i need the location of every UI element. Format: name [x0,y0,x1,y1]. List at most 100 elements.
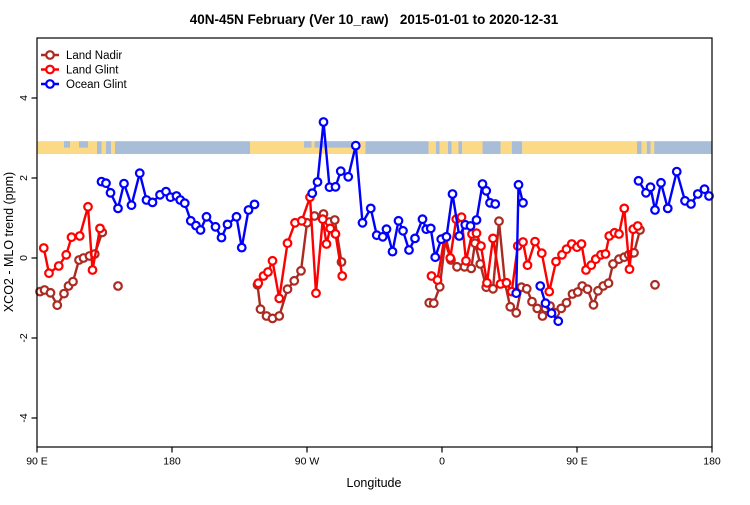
series-ocean-glint-point [692,189,703,199]
x-tick-label: 90 W [295,456,320,468]
series-land-nadir-point [561,297,572,308]
series-land-glint-point [482,277,492,288]
series-ocean-glint-line [539,285,560,322]
series-ocean-glint-point [671,166,682,177]
x-tick-label: 180 [163,456,181,468]
series-land-nadir-point [113,281,123,291]
series-ocean-glint-point [404,245,414,255]
series-ocean-glint-point [147,197,158,208]
series-ocean-glint-point [441,231,452,242]
y-tick-label: -2 [18,333,30,342]
series-ocean-glint-point [222,219,233,230]
series-land-nadir-point [255,304,266,315]
series-ocean-glint-point [513,179,524,190]
series-ocean-glint-point [662,203,673,214]
series-land-glint-point [66,232,77,243]
series-land-glint-point [624,264,635,275]
series-land-glint-point [476,241,486,251]
series-ocean-glint-point [216,232,227,243]
series-land-glint-point [311,288,321,299]
series-land-glint-point [600,249,611,259]
series-ocean-glint-point [465,221,476,231]
series-land-glint-point [432,275,443,285]
series-land-nadir-point [650,279,660,290]
map-band-land-segment [101,141,106,154]
series-ocean-glint-point [350,140,361,151]
map-band-land-patch [650,141,655,154]
legend-label-land-glint: Land Glint [66,65,119,77]
x-axis-ticks: 90 E 180 90 W 0 90 E 180 [26,447,721,468]
series-land-nadir-point [428,298,439,309]
map-band-ocean-segment [106,141,112,154]
series-land-glint-point [330,229,341,239]
series-land-glint-point [317,214,328,225]
series-ocean-glint-point [454,231,465,241]
legend-label-ocean-glint: Ocean Glint [66,79,128,91]
map-band-ocean-segment [482,141,501,154]
map-band-ocean-segment [97,141,102,154]
series-land-nadir-point [603,278,614,289]
series-ocean-glint-point [179,198,190,209]
series-land-nadir-point [282,284,293,295]
series-ocean-glint [96,117,714,327]
series-ocean-glint-point [126,200,137,211]
series-land-glint-point [267,255,278,266]
series-ocean-glint-point [471,215,482,225]
series-land-glint-point [282,238,293,249]
map-band-ocean-segment [436,141,440,154]
map-band-land-segment [439,141,448,154]
series-land-nadir-point [274,311,285,321]
series-ocean-glint-point [511,288,522,299]
legend-item-land-glint: Land Glint [41,65,119,77]
series-land-glint-point [74,231,85,241]
series-land-nadir-point [511,307,522,318]
map-band-ocean-segment [448,141,452,154]
series-land-glint-point [488,233,498,244]
series-land-nadir-point [494,216,504,227]
series-land-nadir-point [296,265,306,276]
series-land-glint-point [576,239,587,249]
series-ocean-glint-point [546,308,557,319]
series-land-nadir-point [582,284,593,295]
map-band-ocean-segment [637,141,642,154]
map-band-ocean-patch [304,141,312,148]
series-land-glint-point [325,223,336,234]
series-land-glint-point [632,221,643,231]
series-ocean-glint-point [704,191,714,201]
series-ocean-glint-point [490,199,501,209]
series-land-glint-point [321,239,332,249]
series-ocean-glint-point [210,221,221,232]
series-ocean-glint-point [318,117,329,127]
series-ocean-glint-point [249,199,260,210]
series-ocean-glint-point [650,205,660,215]
land-glint-marker-icon [45,64,55,75]
series-ocean-glint-point [398,225,408,236]
map-band-ocean-patch [79,141,88,148]
series-land-glint-point [619,203,630,214]
series-land-glint-point [44,268,54,279]
series-land-glint-point [544,286,555,297]
series-land-glint-point [61,249,72,260]
series-land-glint-point [83,201,93,212]
series-land-nadir-point [556,303,567,314]
map-band-ocean-segment [458,141,463,154]
map-band-ocean-segment [511,141,523,154]
series-land-nadir-point [52,300,63,311]
map-band-land-segment [111,141,115,154]
series-land-nadir-point [289,275,300,286]
x-axis-title: Longitude [347,476,402,490]
series-land-nadir-point [527,296,537,307]
series-ocean-glint-point [387,246,398,257]
series-ocean-glint-point [236,242,247,253]
map-band-land-segment [500,141,512,154]
series-land-glint-point [38,243,49,253]
series-ocean-glint-point [447,189,458,199]
x-tick-label: 90 E [566,456,588,468]
series-ocean-glint-point [365,203,376,214]
series-ocean-glint-point [518,197,528,208]
series-ocean-glint-point [243,205,254,215]
series-ocean-glint-point [417,214,428,225]
series-ocean-glint-point [101,178,111,189]
series-land-glint-point [274,293,285,304]
